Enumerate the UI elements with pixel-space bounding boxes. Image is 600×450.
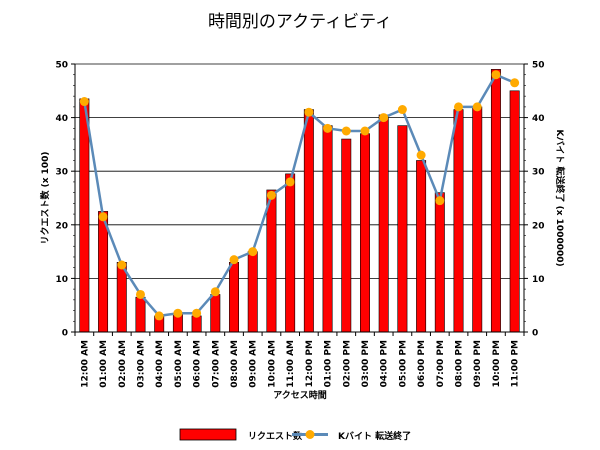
bar: [472, 106, 483, 333]
x-tick-label: 06:00 PM: [417, 340, 427, 387]
bar: [378, 114, 389, 333]
line-marker: [416, 150, 426, 160]
line-marker: [472, 102, 482, 112]
line-marker: [510, 78, 520, 88]
y2-tick-label: 40: [532, 114, 545, 124]
x-tick-label: 07:00 AM: [211, 340, 221, 388]
bar: [210, 294, 221, 333]
y2-tick-label: 50: [532, 61, 545, 71]
y2-tick-label: 10: [532, 275, 545, 285]
bar: [266, 189, 277, 333]
line-marker: [285, 177, 295, 187]
line-marker: [79, 97, 89, 107]
x-tick-label: 12:00 AM: [80, 340, 90, 388]
x-tick-label: 12:00 PM: [305, 340, 315, 387]
y2-axis-title: Kバイト 転送終了 (x 1000000): [554, 129, 566, 266]
x-tick-label: 03:00 PM: [361, 340, 371, 387]
legend-label-kbytes: Kバイト 転送終了: [338, 430, 411, 442]
bar: [135, 296, 146, 333]
line-marker: [360, 126, 370, 136]
bar-series: [79, 69, 520, 333]
line-marker: [248, 247, 258, 257]
line-marker: [454, 102, 464, 112]
x-tick-label: 11:00 PM: [511, 340, 521, 387]
series-line: [83, 73, 516, 318]
bar: [322, 125, 333, 333]
x-tick-label: 09:00 AM: [249, 340, 259, 388]
line-marker: [210, 287, 220, 297]
bar: [98, 211, 109, 333]
bar: [434, 192, 445, 333]
x-tick-label: 09:00 PM: [473, 340, 483, 387]
x-tick-label: 11:00 AM: [286, 340, 296, 388]
bar: [247, 251, 258, 333]
y-tick-label: 50: [55, 61, 68, 71]
bar: [341, 138, 352, 333]
bar: [79, 98, 90, 333]
y-tick-label: 40: [55, 114, 68, 124]
legend-label-requests: リクエスト数: [248, 430, 303, 442]
line-marker: [491, 70, 501, 80]
bar: [285, 173, 296, 333]
gridlines: [75, 63, 524, 279]
line-marker: [304, 107, 314, 117]
bar: [509, 90, 520, 333]
legend-swatch-requests: [179, 428, 237, 441]
bar: [229, 262, 239, 333]
y2-tick-label: 0: [532, 329, 538, 339]
bar: [397, 125, 408, 333]
x-tick-label: 08:00 AM: [230, 340, 240, 388]
y2-tick-label: 20: [532, 221, 545, 231]
bar: [191, 315, 202, 333]
line-marker: [379, 113, 389, 123]
line-marker: [173, 308, 183, 318]
y-axis-title: リクエスト数 (x 100): [39, 151, 51, 244]
x-tick-label: 05:00 AM: [174, 340, 184, 388]
x-tick-label: 04:00 PM: [380, 340, 390, 387]
line-marker: [323, 123, 333, 133]
line-marker: [229, 255, 239, 265]
x-axis-title: アクセス時間: [273, 389, 327, 401]
x-tick-label: 06:00 AM: [193, 340, 203, 388]
x-tick-label: 04:00 AM: [155, 340, 165, 388]
line-marker: [192, 308, 202, 318]
bar: [360, 133, 370, 333]
line-marker: [98, 212, 108, 222]
x-tick-label: 08:00 PM: [455, 340, 465, 387]
y-tick-label: 0: [62, 329, 68, 339]
axes: 0 10 20 30 40 50 0 10 20 30 40 50 12:00 AM 01:00 AM 02…: [55, 61, 544, 388]
line-marker: [341, 126, 351, 136]
line-marker: [154, 311, 164, 321]
x-tick-label: 02:00 PM: [342, 340, 352, 387]
bar: [490, 69, 501, 333]
bar: [116, 262, 127, 333]
x-tick-label: 03:00 AM: [136, 340, 146, 388]
line-marker: [117, 260, 127, 270]
x-tick-label: 10:00 AM: [267, 340, 277, 388]
line-marker: [135, 289, 145, 299]
x-tick-label: 05:00 PM: [398, 340, 408, 387]
x-tick-label: 01:00 PM: [324, 340, 334, 387]
line-marker: [435, 196, 445, 206]
y2-tick-label: 30: [532, 168, 545, 178]
legend: リクエスト数 Kバイト 転送終了: [179, 428, 411, 442]
bar: [416, 160, 427, 333]
x-tick-label: 07:00 PM: [436, 340, 446, 387]
chart-title: 時間別のアクティビティ: [208, 12, 392, 32]
y-tick-label: 10: [55, 275, 68, 285]
bar: [453, 109, 464, 333]
bar: [303, 109, 314, 333]
line-marker: [397, 105, 407, 115]
legend-swatch-kbytes-marker: [305, 430, 315, 439]
line-series: [79, 70, 520, 321]
x-tick-label: 10:00 PM: [492, 340, 502, 387]
y-tick-label: 30: [55, 168, 68, 178]
y-tick-label: 20: [55, 221, 68, 231]
x-tick-label: 02:00 AM: [118, 340, 128, 388]
x-tick-label: 01:00 AM: [99, 340, 109, 388]
line-marker: [266, 190, 276, 200]
